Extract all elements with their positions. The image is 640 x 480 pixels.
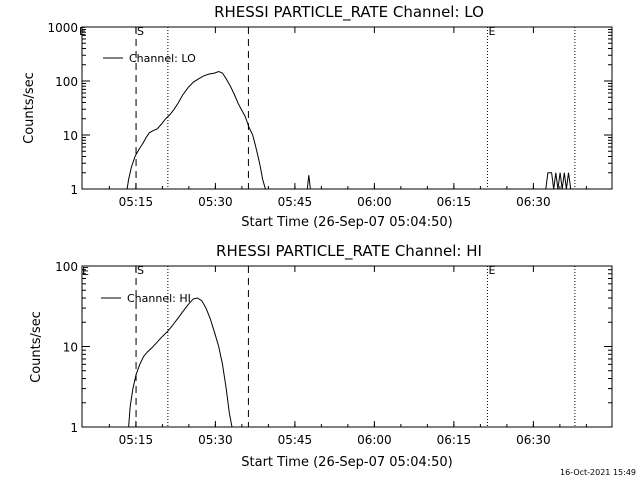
marker-label: E: [488, 25, 495, 38]
marker-label: S: [137, 25, 144, 38]
x-axis-ticks: 05:15 05:30 05:45 06:00 06:15 06:30: [108, 27, 587, 209]
x-tick-label: 06:00: [357, 433, 392, 447]
series-line: [545, 172, 572, 190]
x-tick-label: 05:15: [119, 195, 154, 209]
y-axis-label: Counts/sec: [29, 311, 44, 383]
x-axis-label: Start Time (26-Sep-07 05:04:50): [241, 215, 452, 230]
y-axis-ticks: 1 10 100: [55, 260, 612, 435]
y-tick-label: 1: [70, 421, 78, 435]
y-tick-label: 1: [70, 183, 78, 197]
legend: Channel: LO: [103, 52, 196, 65]
series-group: [126, 70, 572, 190]
x-tick-label: 05:45: [278, 433, 313, 447]
x-tick-label: 06:30: [516, 433, 551, 447]
marker-label: S: [137, 264, 144, 277]
chart-title: RHESSI PARTICLE_RATE Channel: LO: [214, 3, 484, 22]
x-tick-label: 05:30: [198, 195, 233, 209]
x-tick-label: 06:30: [516, 195, 551, 209]
chart-panel-hi: RHESSI PARTICLE_RATE Channel: HI Counts/…: [29, 242, 613, 470]
plot-frame: [81, 26, 613, 190]
legend-label: Channel: LO: [129, 52, 196, 65]
x-tick-label: 05:30: [198, 433, 233, 447]
footer-timestamp: 16-Oct-2021 15:49: [560, 468, 636, 477]
chart-panel-lo: RHESSI PARTICLE_RATE Channel: LO Counts/…: [22, 3, 613, 230]
series-line: [128, 297, 233, 428]
y-tick-label: 10: [63, 341, 78, 355]
series-group: [128, 297, 233, 428]
series-line: [306, 175, 311, 190]
x-tick-label: 06:00: [357, 195, 392, 209]
y-tick-label: 10: [63, 129, 78, 143]
x-tick-label: 05:15: [119, 433, 154, 447]
y-tick-label: 100: [55, 260, 78, 274]
marker-label: E: [488, 264, 495, 277]
legend: Channel: HI: [101, 292, 191, 305]
x-tick-label: 06:15: [437, 195, 472, 209]
x-axis-ticks: 05:15 05:30 05:45 06:00 06:15 06:30: [108, 266, 587, 447]
chart-title: RHESSI PARTICLE_RATE Channel: HI: [216, 242, 482, 261]
corner-mark-left: E: [82, 265, 89, 278]
legend-label: Channel: HI: [127, 292, 191, 305]
y-tick-label: 100: [55, 75, 78, 89]
plot-frame: [81, 265, 613, 428]
x-tick-label: 06:15: [437, 433, 472, 447]
x-tick-label: 05:45: [278, 195, 313, 209]
series-line: [126, 70, 266, 190]
x-axis-label: Start Time (26-Sep-07 05:04:50): [241, 455, 452, 470]
corner-mark-left: E: [79, 25, 86, 38]
y-axis-ticks: 1 10 100 1000: [47, 21, 612, 197]
y-axis-label: Counts/sec: [22, 72, 37, 144]
y-tick-label: 1000: [47, 21, 78, 35]
